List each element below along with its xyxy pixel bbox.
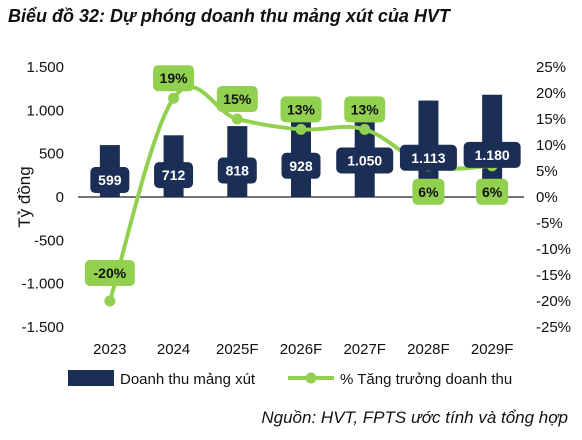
growth-point bbox=[295, 123, 307, 135]
bar-value-label: 1.180 bbox=[475, 147, 510, 163]
growth-label-box bbox=[84, 260, 135, 286]
bar-label-box bbox=[217, 157, 257, 184]
y2-tick-label: -5% bbox=[536, 215, 563, 232]
growth-value-label: 19% bbox=[160, 70, 189, 86]
growth-label-box bbox=[280, 96, 322, 123]
y2-tick-label: 5% bbox=[536, 163, 558, 180]
growth-value-label: 6% bbox=[418, 184, 439, 200]
bar-label-box bbox=[463, 141, 521, 168]
y2-tick-label: 20% bbox=[536, 85, 566, 102]
legend-line-label: % Tăng trưởng doanh thu bbox=[340, 371, 512, 388]
growth-point bbox=[231, 113, 243, 125]
y-tick-label: 1.000 bbox=[26, 102, 64, 119]
growth-value-label: 6% bbox=[482, 184, 503, 200]
y-tick-label: -1.000 bbox=[21, 276, 64, 293]
y2-tick-label: -20% bbox=[536, 293, 571, 310]
source-note: Nguồn: HVT, FPTS ước tính và tổng hợp bbox=[261, 408, 568, 427]
bar-label-box bbox=[399, 144, 457, 171]
x-tick-label: 2023 bbox=[93, 341, 126, 358]
growth-label-box bbox=[412, 178, 445, 205]
legend-bar-swatch bbox=[68, 370, 114, 386]
growth-point bbox=[168, 92, 180, 104]
y2-tick-label: 0% bbox=[536, 189, 558, 206]
y2-tick-label: -15% bbox=[536, 267, 571, 284]
legend: Doanh thu mảng xút % Tăng trưởng doanh th… bbox=[68, 370, 512, 388]
y-axis-title: Tỷ đồng bbox=[15, 166, 34, 227]
bar-label-box bbox=[336, 147, 394, 174]
x-tick-label: 2025F bbox=[216, 341, 259, 358]
bar-value-label: 1.113 bbox=[411, 150, 445, 166]
growth-label-box bbox=[344, 96, 386, 123]
bar-label-box bbox=[281, 152, 321, 179]
growth-label-box bbox=[216, 86, 258, 112]
y-tick-label: -1.500 bbox=[21, 319, 64, 336]
bar-label-box bbox=[154, 162, 194, 189]
bar-value-label: 818 bbox=[226, 163, 250, 179]
bar-value-label: 928 bbox=[289, 158, 313, 174]
y-tick-label: -500 bbox=[34, 232, 64, 249]
x-tick-label: 2027F bbox=[343, 341, 386, 358]
x-tick-label: 2026F bbox=[280, 341, 323, 358]
x-tick-label: 2029F bbox=[471, 341, 514, 358]
growth-label-box bbox=[476, 178, 509, 205]
y2-tick-label: 10% bbox=[536, 137, 566, 154]
growth-value-label: 15% bbox=[223, 91, 252, 107]
axes-group: -1.500 -1.000 -500 0 500 1.000 1.500 -25% -20% -1… bbox=[15, 59, 571, 358]
bar-value-label: 1.050 bbox=[347, 153, 382, 169]
growth-label-box bbox=[153, 65, 195, 92]
y-tick-label: 1.500 bbox=[26, 59, 64, 76]
chart-title: Biểu đồ 32: Dự phóng doanh thu mảng xút … bbox=[8, 6, 450, 26]
legend-bar-label: Doanh thu mảng xút bbox=[120, 371, 256, 388]
legend-line-marker bbox=[305, 372, 317, 384]
y-tick-label: 500 bbox=[39, 146, 64, 163]
data-labels-group: 599 712 818 928 1.050 1.113 1.180 -20% 19% 15% 13%… bbox=[84, 65, 521, 286]
y-tick-label: 0 bbox=[56, 189, 64, 206]
growth-point bbox=[104, 295, 116, 307]
bar-value-label: 712 bbox=[162, 167, 186, 183]
bar-value-label: 599 bbox=[98, 172, 122, 188]
y2-tick-label: -10% bbox=[536, 241, 571, 258]
x-tick-label: 2024 bbox=[157, 341, 190, 358]
y2-tick-label: 25% bbox=[536, 59, 566, 76]
x-tick-label: 2028F bbox=[407, 341, 450, 358]
growth-point bbox=[359, 123, 371, 135]
y2-tick-label: 15% bbox=[536, 111, 566, 128]
bar-label-box bbox=[90, 167, 130, 194]
growth-value-label: -20% bbox=[94, 265, 127, 281]
growth-value-label: 13% bbox=[351, 101, 380, 117]
y2-tick-label: -25% bbox=[536, 319, 571, 336]
growth-value-label: 13% bbox=[287, 101, 316, 117]
